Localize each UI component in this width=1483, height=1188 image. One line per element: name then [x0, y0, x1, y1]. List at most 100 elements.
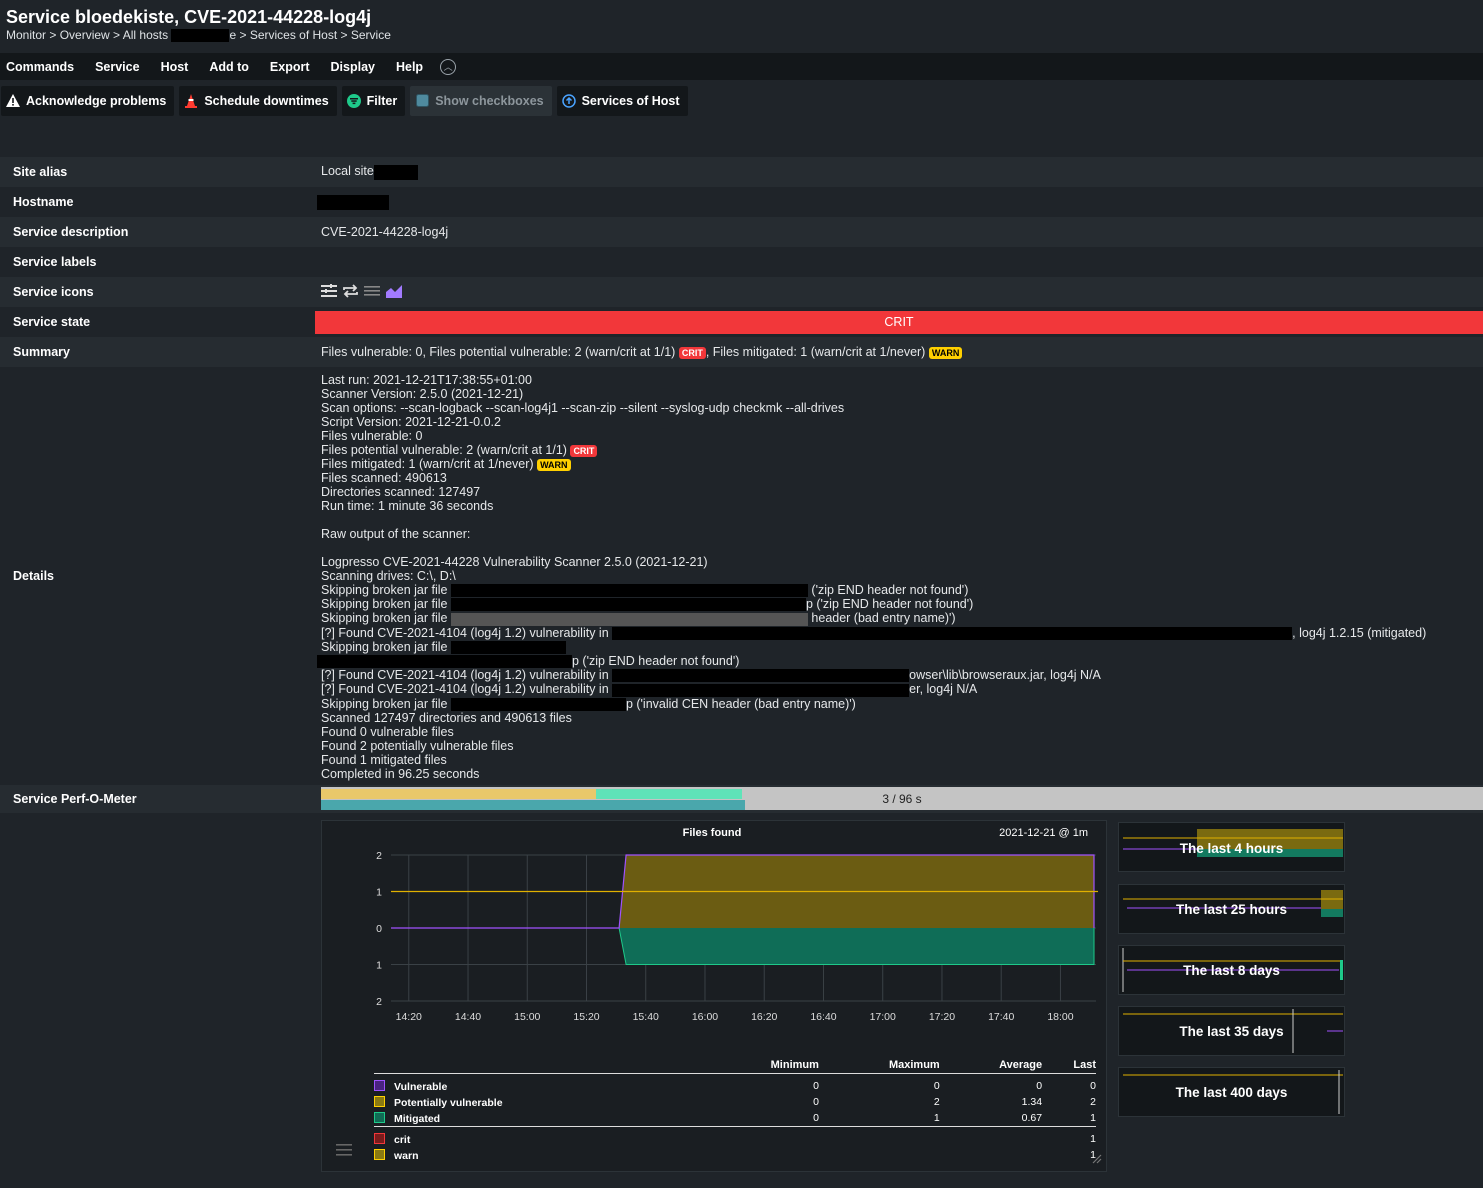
- breadcrumb-all-hosts[interactable]: All hosts: [122, 28, 169, 42]
- perf-bar-teal: [321, 800, 746, 811]
- arrow-up-circle-icon: [561, 93, 577, 109]
- line-mitigated: [618, 927, 1095, 965]
- page-header: Service bloedekiste, CVE-2021-44228-log4…: [0, 0, 1483, 53]
- menu-lines-icon[interactable]: [321, 283, 337, 301]
- line-vulnerable: [391, 854, 1095, 929]
- row-service-labels: Service labels: [13, 255, 97, 269]
- x-tick-label: 16:20: [751, 1011, 777, 1023]
- legend-row: Vulnerable 0 0 0 0: [374, 1073, 1096, 1094]
- legend-header-average: Average: [999, 1059, 1043, 1071]
- breadcrumb-service[interactable]: Service: [350, 28, 391, 42]
- acknowledge-problems-button[interactable]: Acknowledge problems: [1, 85, 175, 116]
- details-text: Last run: 2021-12-21T17:38:55+01:00 Scann…: [313, 367, 1426, 785]
- breadcrumb-services-of-host[interactable]: Services of Host: [249, 28, 338, 42]
- perf-o-meter[interactable]: 3 / 96 s: [321, 787, 1483, 811]
- x-tick-label: 16:00: [692, 1011, 718, 1023]
- graph-legend: Minimum Maximum Average Last Vulnerable …: [374, 1057, 1096, 1163]
- x-tick-label: 15:00: [514, 1011, 540, 1023]
- status-badge: CRIT: [315, 310, 1483, 334]
- schedule-downtimes-button[interactable]: Schedule downtimes: [179, 85, 337, 116]
- perf-bar-yellow: [321, 789, 597, 800]
- x-tick-label: 17:40: [988, 1011, 1014, 1023]
- area-mitigated: [619, 928, 1094, 965]
- reschedule-icon[interactable]: [343, 283, 358, 301]
- perf-text: 3 / 96 s: [882, 792, 922, 807]
- row-summary: Summary Files vulnerable: 0, Files poten…: [0, 337, 1483, 367]
- menu-bar: Commands Service Host Add to Export Disp…: [0, 53, 1483, 80]
- menu-help[interactable]: Help: [395, 59, 424, 74]
- crit-badge: CRIT: [678, 346, 706, 359]
- menu-host[interactable]: Host: [160, 59, 189, 74]
- row-service-description: Service description CVE-2021-44228-log4j: [0, 217, 1483, 247]
- legend-row: warn 1: [374, 1147, 1096, 1163]
- row-site-alias: Site alias Local site: [0, 157, 1483, 187]
- warn-badge: WARN: [537, 458, 571, 471]
- y-tick-label: 0: [376, 923, 382, 935]
- redacted-hostname: [317, 194, 389, 210]
- x-tick-label: 18:00: [1047, 1011, 1073, 1023]
- menu-add-to[interactable]: Add to: [209, 59, 249, 74]
- row-details: Details Last run: 2021-12-21T17:38:55+01…: [0, 367, 1483, 785]
- breadcrumb-host[interactable]: e: [229, 28, 237, 42]
- graph-timestamp: 2021-12-21 @ 1m: [999, 827, 1088, 839]
- thumbnail-graph: [1123, 1009, 1343, 1053]
- thumbnail-graph: [1122, 948, 1343, 992]
- x-tick-label: 15:40: [633, 1011, 659, 1023]
- timerange-4-hours[interactable]: The last 4 hours: [1118, 822, 1345, 872]
- y-tick-label: 2: [376, 996, 382, 1008]
- resize-handle-icon[interactable]: [1090, 1152, 1102, 1167]
- show-checkboxes-button[interactable]: Show checkboxes: [410, 85, 552, 116]
- legend-row: crit 1: [374, 1126, 1096, 1147]
- page-title: Service bloedekiste, CVE-2021-44228-log4…: [6, 7, 372, 27]
- legend-header-maximum: Maximum: [888, 1059, 940, 1071]
- service-info-table: Site alias Local site Hostname Service d…: [0, 157, 1483, 813]
- filter-button[interactable]: Filter: [341, 85, 406, 116]
- timerange-400-days[interactable]: The last 400 days: [1118, 1067, 1345, 1117]
- redacted-host: [171, 29, 230, 43]
- thumbnail-graph: [1123, 1070, 1343, 1114]
- legend-header-last: Last: [1073, 1059, 1096, 1071]
- list-icon[interactable]: [364, 284, 380, 301]
- timerange-25-hours[interactable]: The last 25 hours: [1118, 884, 1345, 934]
- filter-icon: [346, 93, 362, 109]
- menu-commands[interactable]: Commands: [6, 59, 75, 74]
- breadcrumb-overview[interactable]: Overview: [59, 28, 110, 42]
- x-tick-label: 16:40: [810, 1011, 836, 1023]
- legend-header-minimum: Minimum: [770, 1059, 819, 1071]
- services-of-host-button[interactable]: Services of Host: [556, 85, 688, 116]
- warn-badge: WARN: [928, 346, 963, 359]
- graph-canvas: 14:20 14:40 15:00 15:20 15:40 16:00 16:20 16:40…: [376, 850, 1098, 1023]
- x-tick-label: 15:20: [573, 1011, 599, 1023]
- timerange-35-days[interactable]: The last 35 days: [1118, 1006, 1345, 1056]
- thumbnail-graph: [1123, 890, 1343, 917]
- graph-icon[interactable]: [386, 284, 402, 301]
- thumbnail-graph: [1123, 829, 1343, 857]
- row-hostname: Hostname: [0, 187, 1483, 217]
- x-tick-label: 14:40: [455, 1011, 481, 1023]
- graph-title: Files found: [682, 827, 742, 839]
- graph-menu-icon[interactable]: [336, 1143, 352, 1160]
- toolbar: Acknowledge problems Schedule downtimes …: [0, 80, 1483, 121]
- redacted-site: [373, 164, 418, 180]
- y-tick-label: 2: [376, 850, 382, 862]
- perf-bar-mint: [596, 789, 742, 800]
- menu-export[interactable]: Export: [269, 59, 310, 74]
- graph-files-found[interactable]: Files found 2021-12-21 @ 1m 14:20 14:40 15…: [321, 820, 1107, 1172]
- checkbox-icon: [414, 93, 430, 109]
- y-tick-label: 1: [376, 887, 382, 899]
- x-tick-label: 17:00: [870, 1011, 896, 1023]
- timerange-8-days[interactable]: The last 8 days: [1118, 945, 1345, 995]
- row-perfometer: Service Perf-O-Meter 3 / 96 s: [0, 784, 1483, 813]
- crit-badge: CRIT: [570, 444, 598, 457]
- breadcrumb: Monitor > Overview > All hosts e > Servi…: [6, 28, 391, 43]
- y-tick-label: 1: [376, 960, 382, 972]
- warning-icon: [5, 93, 21, 109]
- x-tick-label: 14:20: [396, 1011, 422, 1023]
- chevron-up-icon[interactable]: ︿: [440, 58, 457, 75]
- row-service-icons: Service icons: [0, 277, 1483, 307]
- menu-service[interactable]: Service: [95, 59, 140, 74]
- traffic-cone-icon: [183, 93, 199, 109]
- breadcrumb-monitor[interactable]: Monitor: [6, 28, 47, 42]
- row-service-state: Service state CRIT: [0, 307, 1483, 337]
- menu-display[interactable]: Display: [330, 59, 375, 74]
